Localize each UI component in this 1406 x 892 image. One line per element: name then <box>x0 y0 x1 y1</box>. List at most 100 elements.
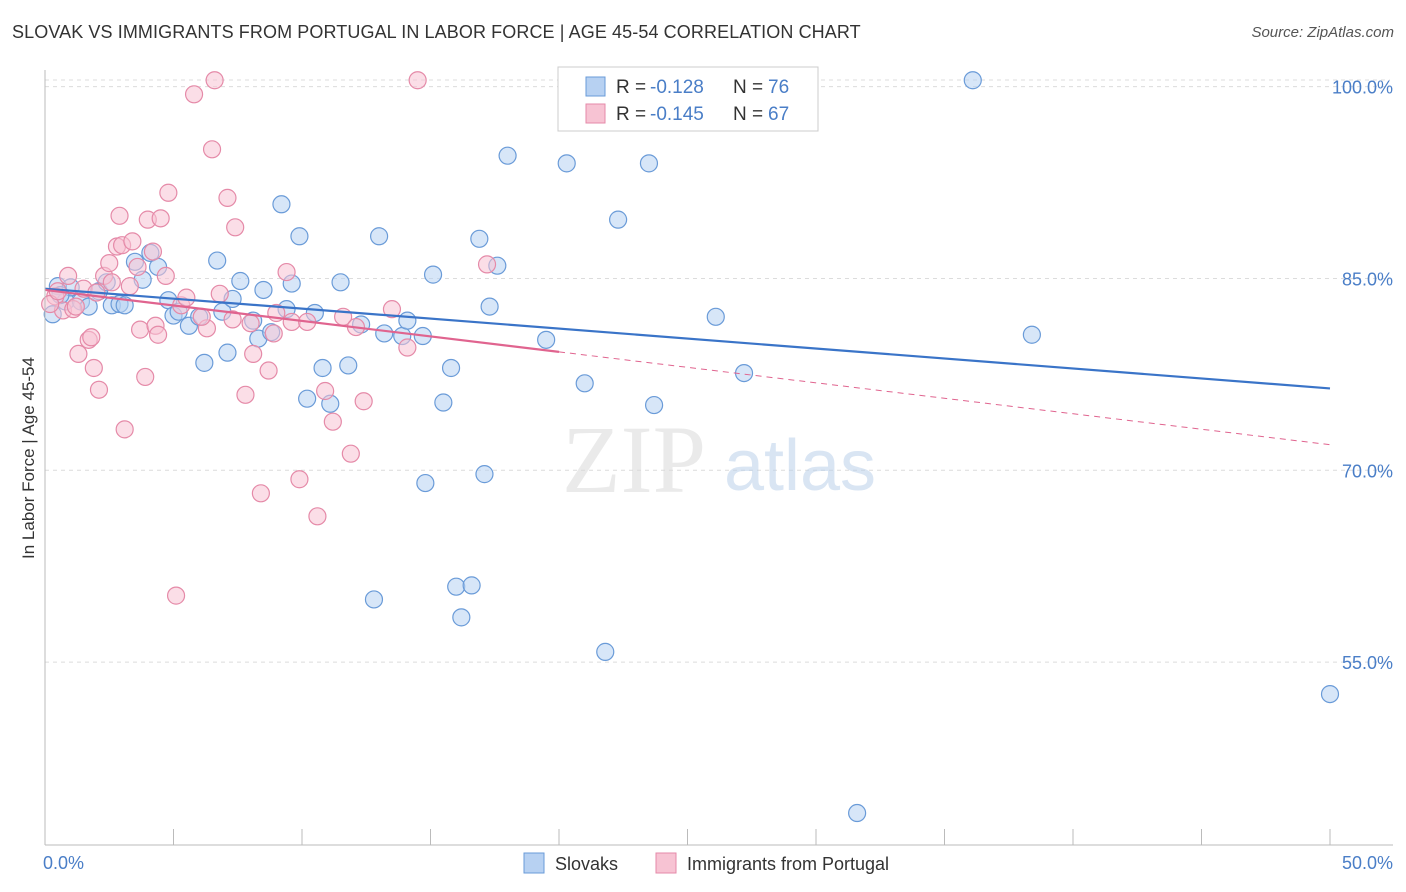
slovaks-point <box>462 576 481 595</box>
bottom-legend-swatch-pink <box>655 852 677 874</box>
portugal-point <box>59 266 78 285</box>
portugal-point <box>84 358 103 378</box>
portugal-point <box>166 586 186 605</box>
slovaks-point <box>370 227 389 246</box>
legend-box: R = -0.128 N = 76 R = -0.145 N = 67 <box>557 66 819 132</box>
portugal-point <box>115 420 134 439</box>
legend-r-value-2: -0.145 <box>650 104 704 125</box>
portugal-point <box>226 218 245 237</box>
slovaks-point <box>313 358 332 378</box>
y-tick-label: 55.0% <box>1342 653 1393 673</box>
legend-r-label-1: R = <box>616 77 646 98</box>
portugal-point <box>102 273 121 292</box>
slovaks-point <box>298 389 317 408</box>
portugal-point <box>156 266 175 285</box>
slovaks-point <box>231 271 250 291</box>
portugal-point <box>316 381 335 401</box>
portugal-point <box>143 242 163 261</box>
legend-swatch-blue <box>585 76 606 97</box>
portugal-point <box>259 361 278 380</box>
portugal-point <box>323 412 342 431</box>
y-tick-label: 85.0% <box>1342 269 1393 289</box>
slovaks-point <box>706 307 725 326</box>
portugal-point <box>241 314 260 333</box>
portugal-point <box>89 380 109 399</box>
watermark-atlas: atlas <box>724 426 876 506</box>
legend-swatch-pink <box>585 103 606 124</box>
slovaks-point <box>375 324 394 343</box>
portugal-point <box>110 206 129 225</box>
slovaks-point <box>480 297 499 316</box>
portugal-trend-line <box>44 288 560 353</box>
slovaks-point <box>498 146 517 165</box>
portugal-point <box>130 320 150 339</box>
portugal-point <box>236 385 255 404</box>
slovaks-point <box>452 608 471 627</box>
portugal-point <box>244 344 263 364</box>
chart-title: SLOVAK VS IMMIGRANTS FROM PORTUGAL IN LA… <box>12 22 861 42</box>
portugal-point <box>277 262 296 282</box>
portugal-point <box>136 367 155 387</box>
slovaks-point <box>596 642 615 661</box>
slovaks-point <box>339 356 358 375</box>
portugal-point <box>382 300 402 319</box>
portugal-point <box>205 71 224 90</box>
legend-n-value-2: 67 <box>768 104 789 125</box>
portugal-point <box>354 392 373 411</box>
legend-n-value-1: 76 <box>768 77 789 98</box>
portugal-point <box>128 257 147 277</box>
slovaks-point <box>557 154 576 173</box>
slovaks-trend-line <box>44 287 1331 390</box>
portugal-point <box>148 325 168 344</box>
portugal-point <box>308 507 327 526</box>
slovaks-point <box>447 577 466 596</box>
portugal-point <box>177 288 196 307</box>
portugal-point <box>251 484 270 503</box>
portugal-point <box>223 310 242 329</box>
portugal-point <box>66 297 85 316</box>
portugal-point <box>341 444 360 463</box>
trend-layer <box>44 287 1331 446</box>
portugal-point <box>290 470 309 489</box>
slovaks-point <box>1022 325 1041 344</box>
slovaks-point <box>272 195 291 214</box>
portugal-point <box>282 312 301 332</box>
slovaks-point <box>331 273 350 292</box>
portugal-point <box>192 307 211 326</box>
portugal-point <box>69 344 88 364</box>
slovaks-point <box>575 374 594 393</box>
portugal-point <box>202 140 222 159</box>
chart-source: Source: ZipAtlas.com <box>1251 24 1394 41</box>
slovaks-point <box>639 154 659 173</box>
slovaks-point <box>254 280 273 300</box>
watermark-zip: ZIP <box>562 406 706 513</box>
slovaks-point <box>364 590 384 609</box>
slovaks-point <box>290 227 309 246</box>
legend-n-label-1: N = <box>733 77 763 98</box>
slovaks-point <box>848 803 867 823</box>
legend-r-label-2: R = <box>616 104 646 125</box>
slovaks-point <box>208 251 227 270</box>
portugal-point <box>159 183 178 202</box>
slovaks-point <box>423 265 443 284</box>
watermark: ZIP atlas <box>562 406 876 513</box>
slovaks-point <box>644 395 664 415</box>
bottom-legend-swatch-blue <box>523 852 545 874</box>
portugal-point <box>398 338 417 357</box>
slovaks-point <box>963 71 982 90</box>
x-tick-label: 0.0% <box>43 853 84 873</box>
legend-r-value-1: -0.128 <box>650 77 704 98</box>
bottom-legend-portugal: Immigrants from Portugal <box>687 854 889 874</box>
legend-n-label-2: N = <box>733 104 763 125</box>
slovaks-point <box>1320 684 1340 704</box>
y-tick-label: 70.0% <box>1342 461 1393 481</box>
y-tick-label: 100.0% <box>1332 78 1393 98</box>
portugal-point <box>82 328 101 347</box>
slovaks-point <box>475 465 494 484</box>
bottom-legend: Slovaks Immigrants from Portugal <box>523 852 889 874</box>
slovaks-point <box>441 358 461 378</box>
slovaks-point <box>434 393 453 412</box>
portugal-point <box>100 254 119 273</box>
portugal-point <box>120 277 139 296</box>
